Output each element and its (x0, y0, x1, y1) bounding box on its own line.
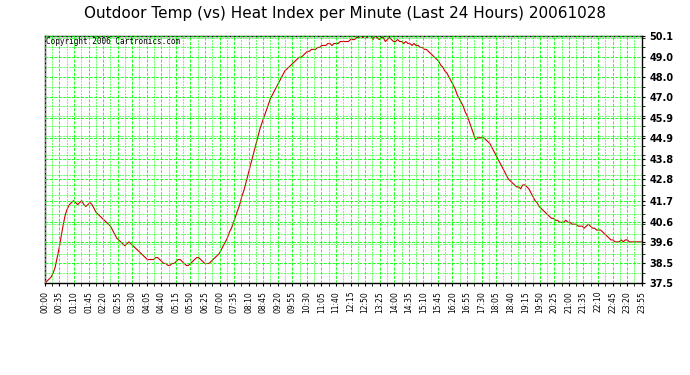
Text: Outdoor Temp (vs) Heat Index per Minute (Last 24 Hours) 20061028: Outdoor Temp (vs) Heat Index per Minute … (84, 6, 606, 21)
Text: Copyright 2006 Cartronics.com: Copyright 2006 Cartronics.com (46, 37, 180, 46)
